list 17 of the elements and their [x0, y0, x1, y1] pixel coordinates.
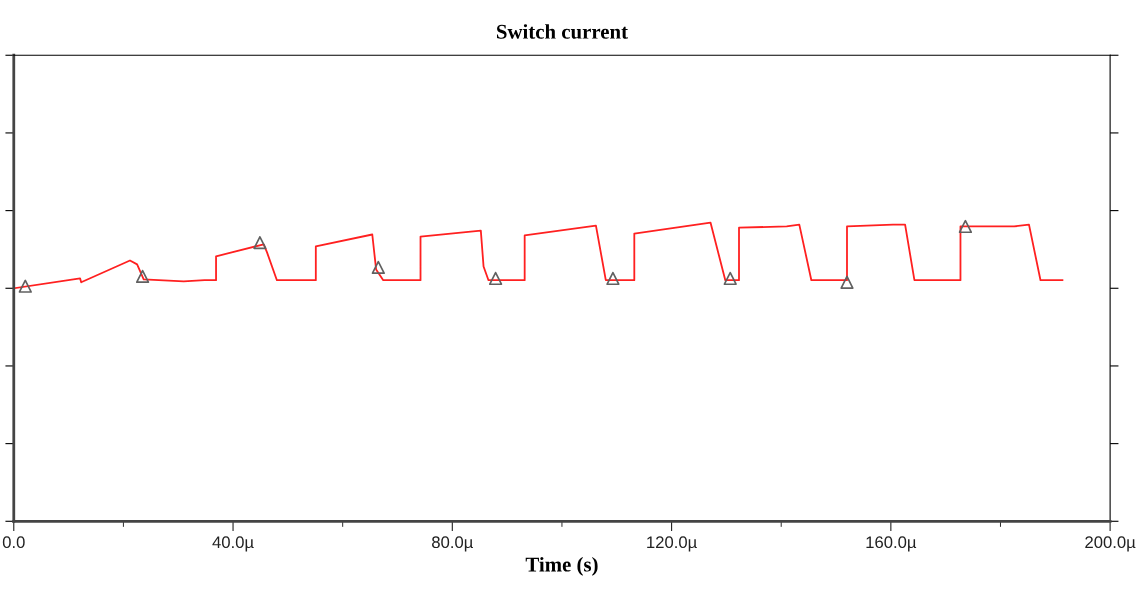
- x-tick-label: 160.0µ: [866, 536, 917, 552]
- x-tick-label: 120.0µ: [647, 536, 697, 552]
- point: [840, 275, 854, 289]
- x-tick-label: 40.0µ: [212, 536, 254, 552]
- point: [371, 260, 385, 275]
- x-axis-title: Time (s): [525, 556, 598, 576]
- point: [606, 271, 620, 286]
- point: [958, 219, 973, 234]
- point: [253, 235, 267, 250]
- x-tick-label: 80.0µ: [432, 536, 473, 552]
- point: [135, 269, 150, 283]
- point: [723, 271, 737, 286]
- point: [18, 279, 32, 293]
- chart-title: Switch current: [496, 24, 628, 39]
- x-tick-label: 200.0µ: [1085, 536, 1136, 552]
- point: [488, 271, 503, 286]
- x-tick-label: 0.0: [2, 536, 25, 549]
